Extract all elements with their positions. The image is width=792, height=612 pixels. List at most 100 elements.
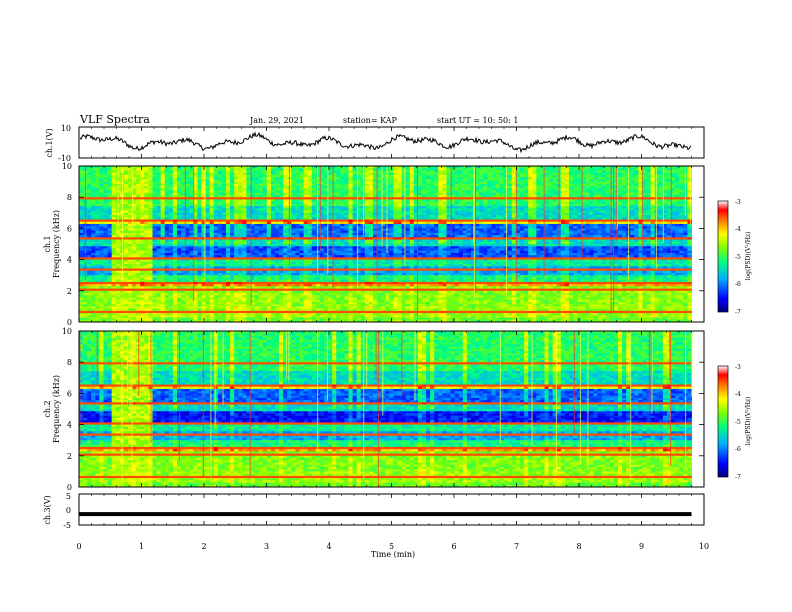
spectrogram-cell [205,281,211,285]
spectrogram-cell [168,297,174,301]
spectrogram-cell [258,174,264,178]
spectrogram-cell [107,219,113,223]
spectrogram-cell [230,315,235,318]
spectrogram-cell [258,297,264,301]
spectrogram-cell [123,264,129,267]
spectrogram-cell [254,183,260,187]
spectrogram-cell [148,183,153,187]
spectrogram-cell [177,174,182,178]
spectrogram-cell [209,306,215,310]
spectrogram-cell [279,252,284,256]
spectrogram-cell [79,221,84,225]
spectrogram-cell [254,261,260,265]
spectrogram-cell [115,295,121,298]
spectrogram-cell [189,194,194,198]
spectrogram-cell [250,264,255,267]
spectrogram-cell [185,277,190,281]
spectrogram-cell [217,315,223,318]
spectrogram-cell [213,177,219,180]
spectrogram-cell [107,172,113,176]
spectrogram-cell [197,257,202,260]
spectrogram-cell [226,317,231,321]
spectrogram-cell [152,313,157,316]
spectrogram-cell [242,194,247,198]
spectrogram-cell [270,215,276,218]
spectrogram-cell [107,257,113,260]
spectrogram-cell [115,313,121,316]
spectrogram-cell [258,266,264,269]
spectrogram-cell [168,181,174,185]
spectrogram-cell [254,219,260,223]
spectrogram-cell [123,281,129,285]
spectrogram-cell [156,279,162,283]
spectrogram-cell [262,304,268,307]
spectrogram-cell [111,264,117,267]
spectrogram-cell [201,210,206,214]
spectrogram-cell [193,232,198,236]
spectrogram-cell [254,241,260,245]
spectrogram-cell [230,248,235,252]
spectrogram-cell [226,295,231,298]
spectrogram-cell [234,237,239,240]
spectrogram-cell [258,170,264,174]
spectrogram-cell [279,255,284,258]
spectrogram-cell [279,223,284,227]
spectrogram-cell [99,183,104,187]
spectrogram-cell [193,257,198,260]
spectrogram-cell [160,290,166,294]
spectrogram-cell [266,208,272,211]
spectrogram-cell [164,206,170,209]
spectrogram-cell [254,317,260,321]
spectrogram-cell [279,304,284,307]
spectrogram-cell [209,244,215,247]
spectrogram-cell [152,190,157,194]
spectrogram-cell [189,293,194,296]
spectrogram-cell [144,228,149,232]
spectrogram-cell [136,239,141,243]
spectrogram-cell [136,310,141,314]
spectrogram-cell [164,199,170,203]
spectrogram-cell [140,179,145,182]
spectrogram-cell [246,235,251,238]
spectrogram-cell [95,290,100,294]
spectrogram-cell [177,188,182,191]
spectrogram-cell [238,235,243,238]
spectrogram-cell [168,252,174,256]
spectrogram-cell [275,297,280,301]
spectrogram-cell [140,226,145,229]
spectrogram-cell [230,226,235,229]
spectrogram-cell [197,208,202,211]
spectrogram-cell [238,286,243,289]
spectrogram-cell [270,319,276,323]
spectrogram-cell [164,306,170,310]
spectrogram-cell [217,293,223,296]
spectrogram-cell [205,221,211,225]
spectrogram-cell [234,295,239,298]
spectrogram-cell [275,179,280,182]
spectrogram-cell [177,297,182,301]
spectrogram-cell [172,179,178,182]
spectrogram-cell [275,295,280,298]
spectrogram-cell [238,217,243,220]
spectrogram-cell [250,308,255,312]
spectrogram-cell [148,264,153,267]
spectrogram-cell [275,199,280,203]
spectrogram-cell [172,183,178,187]
spectrogram-cell [111,248,117,252]
spectrogram-cell [168,261,174,265]
spectrogram-cell [275,264,280,267]
spectrogram-cell [164,215,170,218]
spectrogram-cell [226,250,231,254]
spectrogram-cell [156,250,162,254]
spectrogram-cell [205,188,211,191]
spectrogram-cell [128,186,133,189]
spectrogram-cell [262,223,268,227]
spectrogram-cell [193,266,198,269]
spectrogram-cell [79,208,84,211]
spectrogram-cell [107,248,113,252]
spectrogram-cell [91,295,96,298]
spectrogram-cell [136,306,141,310]
spectrogram-cell [136,197,141,200]
spectrogram-cell [168,268,174,272]
spectrogram-cell [213,219,219,223]
